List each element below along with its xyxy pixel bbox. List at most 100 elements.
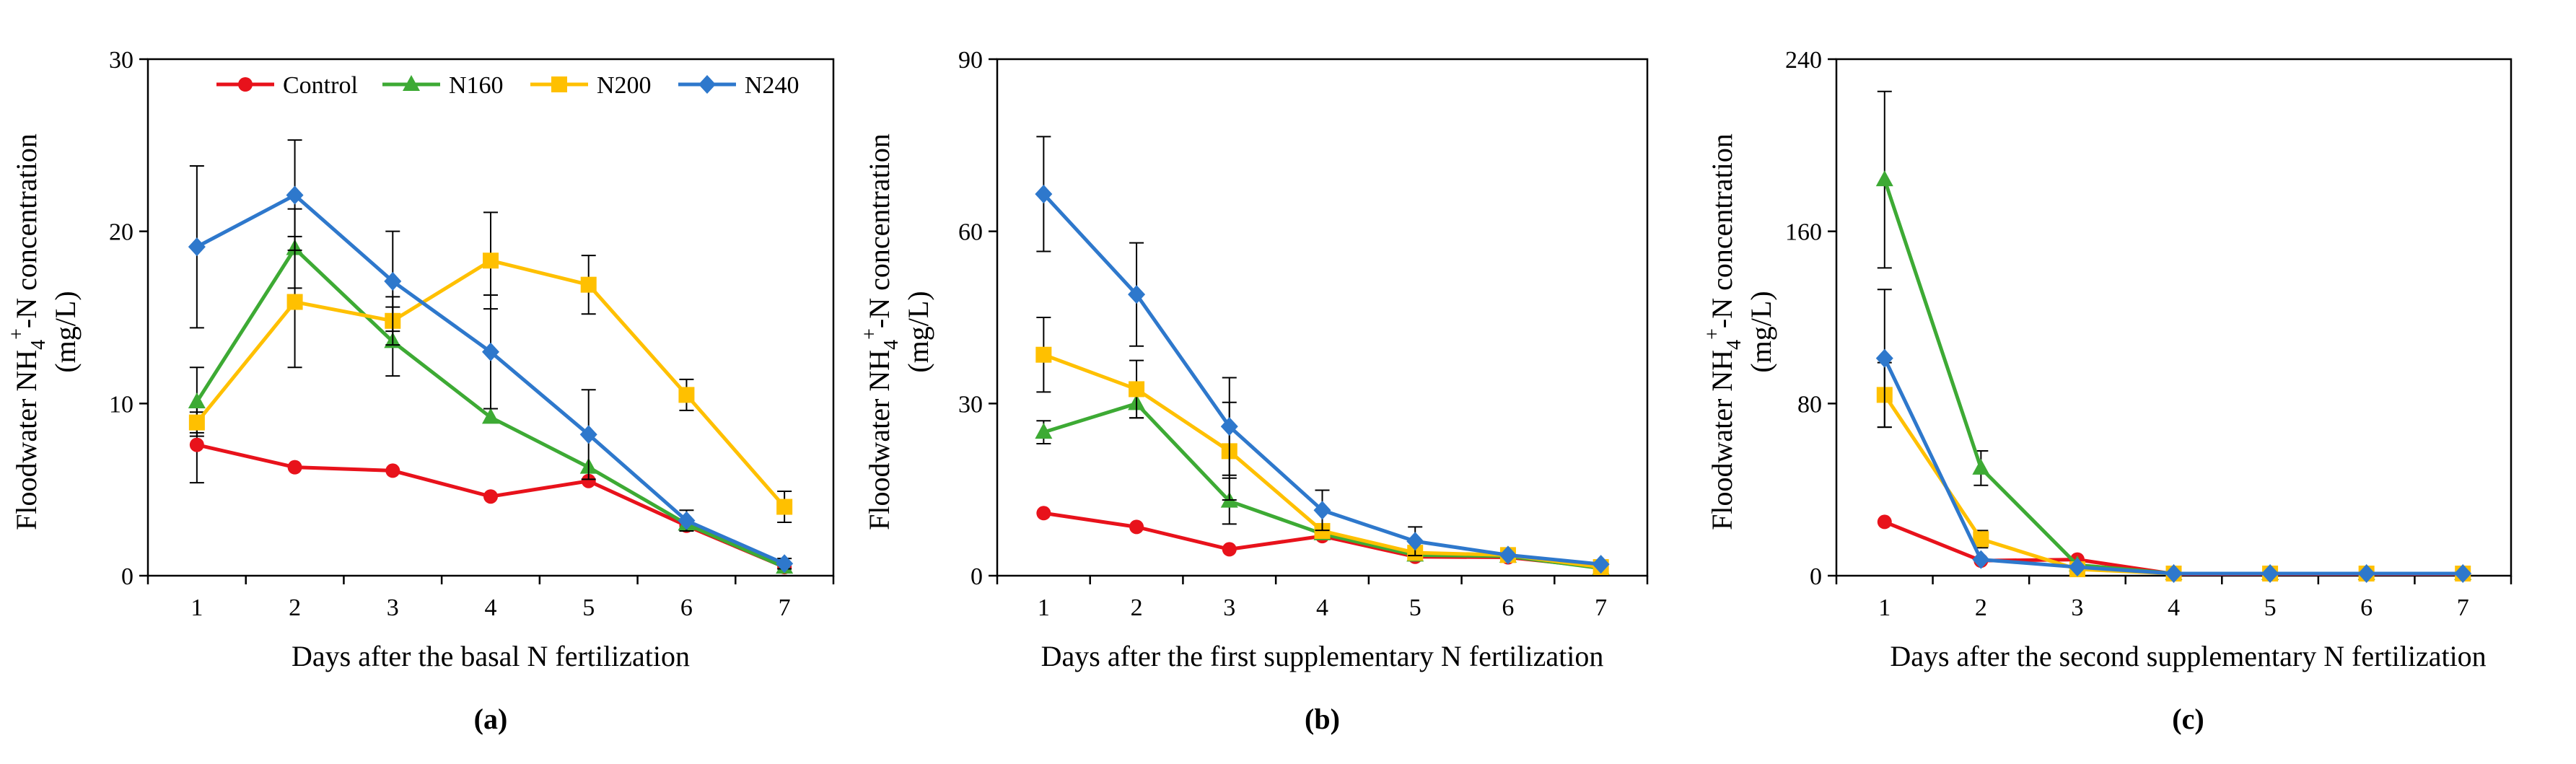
data-point — [2261, 564, 2279, 584]
legend-label: Control — [283, 72, 358, 99]
data-point — [1035, 423, 1053, 439]
y-tick-label: 160 — [1785, 219, 1822, 246]
x-tick-label: 6 — [680, 594, 693, 621]
legend-swatch-marker — [698, 75, 716, 94]
x-tick-label: 6 — [2360, 594, 2373, 621]
x-tick-label: 1 — [1878, 594, 1891, 621]
data-point — [1036, 506, 1051, 521]
series-line — [1883, 357, 2463, 576]
series-n240 — [188, 139, 794, 574]
y-axis-title: Floodwater NH4+-N concentration — [859, 133, 903, 530]
data-point — [776, 499, 793, 515]
data-point — [2454, 564, 2472, 584]
data-point — [581, 473, 596, 488]
plot-frame — [996, 58, 1649, 577]
data-point — [384, 271, 402, 291]
x-tick-label: 2 — [1131, 594, 1143, 621]
data-point — [483, 253, 499, 269]
data-point — [2357, 564, 2375, 584]
y-axis-unit: (mg/L) — [49, 291, 82, 372]
chart-panel-c: 0 80 160 240 1 2 3 4 5 6 7 Days after the second su… — [1701, 47, 2513, 735]
legend-swatch-marker — [551, 76, 567, 92]
plot-frame — [146, 58, 835, 577]
x-tick-label: 5 — [2264, 594, 2277, 621]
data-point — [1313, 501, 1331, 520]
y-axis-title-main: Floodwater NH — [1706, 350, 1738, 530]
legend-label: N240 — [745, 72, 799, 99]
y-tick-label: 30 — [109, 47, 133, 74]
series-line — [1883, 179, 2463, 576]
y-tick-label: 60 — [958, 219, 983, 246]
y-axis-title-superscript: + — [6, 328, 28, 340]
y-tick-label: 30 — [958, 391, 983, 418]
y-tick-label: 80 — [1797, 391, 1822, 418]
plot-frame — [1835, 58, 2513, 577]
data-point — [678, 387, 695, 403]
data-point — [287, 460, 302, 475]
y-tick-label: 0 — [1810, 563, 1822, 590]
data-point — [580, 276, 597, 293]
data-point — [579, 425, 597, 444]
data-point — [1035, 184, 1053, 203]
data-point — [1220, 417, 1238, 436]
data-point — [286, 185, 304, 205]
data-point — [2165, 564, 2183, 584]
y-tick-label: 10 — [109, 391, 133, 418]
x-tick-label: 3 — [2071, 594, 2083, 621]
y-axis-title-subscript: 4 — [1723, 340, 1745, 350]
y-axis-unit: (mg/L) — [902, 291, 934, 372]
data-point — [1128, 285, 1146, 304]
y-tick-label: 0 — [121, 563, 133, 590]
chart-panel-b: 0 30 60 90 1 2 3 4 5 6 7 Days after the first suppl… — [859, 47, 1649, 735]
x-axis-title: Days after the first supplementary N fer… — [1041, 640, 1604, 672]
series-n240 — [1875, 289, 2472, 584]
data-point — [1972, 458, 1990, 475]
x-tick-label: 7 — [779, 594, 791, 621]
data-point — [2068, 558, 2086, 577]
x-tick-label: 1 — [1038, 594, 1050, 621]
y-axis-title-subscript: 4 — [880, 340, 903, 350]
data-point — [1875, 170, 1893, 187]
data-point — [188, 237, 206, 257]
y-axis-title-superscript: + — [859, 328, 881, 340]
x-axis-title: Days after the basal N fertilization — [292, 640, 690, 672]
data-point — [483, 489, 498, 504]
series-n240 — [1035, 136, 1610, 574]
data-point — [678, 511, 696, 530]
panel-label: (a) — [474, 703, 508, 735]
x-tick-label: 3 — [1223, 594, 1235, 621]
x-tick-label: 4 — [1316, 594, 1328, 621]
series-line — [1043, 401, 1601, 571]
legend-label: N200 — [597, 72, 652, 99]
data-point — [1499, 545, 1517, 565]
data-point — [1973, 531, 1989, 548]
panel-label: (b) — [1305, 703, 1340, 735]
y-axis-title-main: Floodwater NH — [863, 350, 895, 530]
x-tick-label: 2 — [1975, 594, 1987, 621]
y-tick-label: 0 — [971, 563, 983, 590]
x-tick-label: 2 — [289, 594, 301, 621]
y-axis-title-tail: -N concentration — [863, 133, 895, 328]
x-axis-title: Days after the second supplementary N fe… — [1890, 640, 2486, 672]
x-tick-label: 7 — [2457, 594, 2469, 621]
data-point — [1875, 348, 1893, 368]
data-point — [188, 392, 206, 408]
x-tick-label: 4 — [485, 594, 497, 621]
data-point — [188, 414, 205, 431]
data-point — [1406, 532, 1424, 551]
data-point — [482, 342, 499, 361]
y-axis-title-subscript: 4 — [27, 340, 50, 350]
x-tick-label: 5 — [582, 594, 595, 621]
data-point — [1592, 555, 1610, 574]
x-tick-label: 4 — [2168, 594, 2180, 621]
x-tick-label: 5 — [1409, 594, 1421, 621]
data-point — [776, 554, 794, 574]
data-point — [482, 408, 499, 424]
data-point — [1877, 514, 1892, 530]
data-point — [1129, 381, 1145, 398]
y-axis-unit: (mg/L) — [1745, 291, 1777, 372]
legend-label: N160 — [449, 72, 504, 99]
legend: Control N160 N200 N240 — [216, 72, 799, 99]
x-tick-label: 3 — [387, 594, 399, 621]
